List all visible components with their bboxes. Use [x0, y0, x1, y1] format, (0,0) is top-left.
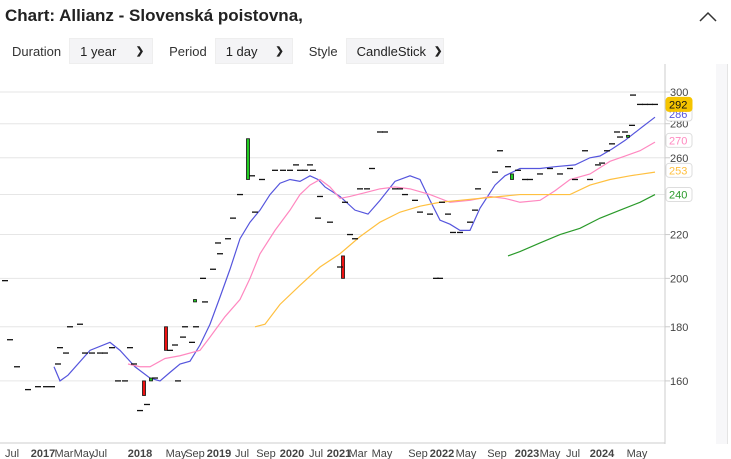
x-tick-label: May — [627, 448, 648, 459]
x-tick-label: May — [456, 448, 477, 459]
chevron-down-icon: ❯ — [135, 45, 145, 57]
y-tick-label: 280 — [670, 119, 688, 131]
chart-controls: Duration 1 year ❯ Period 1 day ❯ Style Can… — [12, 38, 460, 64]
x-tick-label: May — [372, 448, 393, 459]
y-tick-label: 300 — [670, 87, 688, 99]
series-line — [127, 141, 656, 368]
series-last-badge — [665, 162, 693, 178]
series-last-badge — [665, 132, 693, 148]
y-tick-label: 260 — [670, 153, 688, 165]
x-tick-label: Sep — [185, 448, 205, 459]
candle — [149, 377, 153, 382]
y-tick-label: 220 — [670, 230, 688, 242]
x-tick-label: Jul — [5, 448, 19, 459]
chevron-down-icon: ❯ — [434, 45, 443, 57]
x-tick-label: Mar — [55, 448, 74, 459]
y-tick-label: 180 — [670, 322, 688, 334]
x-tick-label: 2020 — [280, 448, 304, 459]
x-tick-label: Mar — [349, 448, 368, 459]
x-tick-label: 2023 — [515, 448, 539, 459]
duration-label: Duration — [12, 43, 62, 59]
period-value: 1 day — [225, 43, 258, 59]
candle — [193, 299, 197, 303]
x-tick-label: Jul — [235, 448, 249, 459]
candle — [164, 326, 168, 351]
chart-scrollbar[interactable] — [716, 64, 728, 444]
candle — [626, 134, 630, 138]
style-select[interactable]: CandleStick ❯ — [345, 38, 444, 64]
x-tick-label: 2021 — [327, 448, 351, 459]
candle — [510, 173, 514, 180]
last-price-badge — [665, 96, 693, 112]
page-title: Chart: Allianz - Slovenská poistovna, — [5, 6, 303, 25]
x-tick-label: Sep — [487, 448, 507, 459]
x-tick-label: May — [540, 448, 561, 459]
x-tick-label: May — [74, 448, 95, 459]
x-tick-label: Jul — [93, 448, 107, 459]
period-label: Period — [169, 43, 207, 59]
x-tick-label: Jul — [566, 448, 580, 459]
x-tick-label: 2024 — [590, 448, 615, 459]
x-tick-label: Sep — [256, 448, 276, 459]
x-tick-label: 2022 — [430, 448, 454, 459]
candle — [142, 380, 146, 396]
x-tick-label: 2017 — [31, 448, 55, 459]
x-tick-label: 2018 — [128, 448, 152, 459]
chevron-up-icon[interactable] — [697, 6, 719, 26]
series-last-badge-label: 270 — [669, 135, 687, 147]
style-value: CandleStick — [356, 43, 426, 59]
series-last-badge-label: 286 — [669, 109, 687, 121]
series-last-badge-label: 240 — [669, 190, 687, 202]
series-line — [254, 171, 656, 328]
x-tick-label: May — [166, 448, 187, 459]
x-tick-label: Jul — [309, 448, 323, 459]
period-select[interactable]: 1 day ❯ — [214, 38, 293, 64]
chevron-down-icon: ❯ — [275, 45, 284, 57]
style-label: Style — [308, 43, 338, 59]
series-last-badge-label: 253 — [669, 165, 687, 177]
duration-value: 1 year — [80, 43, 117, 59]
y-tick-label: 200 — [670, 273, 688, 285]
last-price-badge-label: 292 — [669, 99, 687, 111]
series-line — [507, 194, 656, 257]
candle — [246, 138, 250, 180]
series-line — [53, 116, 656, 382]
x-tick-label: 2019 — [207, 448, 231, 459]
y-tick-label: 160 — [670, 376, 688, 388]
series-last-badge — [665, 187, 693, 203]
x-tick-label: Sep — [408, 448, 428, 459]
duration-select[interactable]: 1 year ❯ — [69, 38, 154, 64]
